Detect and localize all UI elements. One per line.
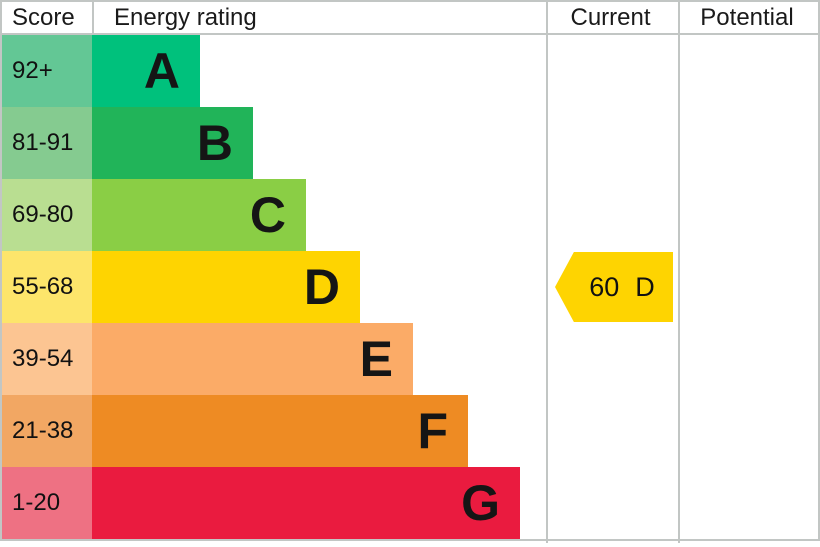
column-header-potential: Potential (700, 3, 794, 31)
column-header-energy-rating: Energy rating (92, 2, 545, 33)
score-range-d: 55-68 (2, 251, 92, 323)
current-rating-score: 60 (589, 271, 620, 302)
current-rating-band: D (635, 271, 655, 302)
score-range-f: 21-38 (2, 395, 92, 467)
band-bar-d: D (92, 251, 360, 323)
score-range-g: 1-20 (2, 467, 92, 539)
band-bar-g: G (92, 467, 520, 539)
band-bar-a: A (92, 35, 200, 107)
band-letter-e: E (359, 331, 393, 387)
band-row-b: 81-91 B (2, 107, 818, 179)
column-header-current: Current (570, 3, 651, 31)
band-letter-a: A (143, 43, 180, 99)
band-letter-c: C (249, 187, 286, 243)
score-range-e: 39-54 (2, 323, 92, 395)
column-header-score: Score (12, 3, 75, 31)
score-range-b: 81-91 (2, 107, 92, 179)
band-rows: 92+ A 81-91 B 69-80 C 55-68 D 39-54 E 21… (2, 35, 818, 539)
band-row-d: 55-68 D (2, 251, 818, 323)
band-letter-b: B (196, 115, 233, 171)
table-header-row: Score Energy rating Current Potential (2, 2, 818, 35)
score-range-c: 69-80 (2, 179, 92, 251)
band-row-a: 92+ A (2, 35, 818, 107)
band-row-g: 1-20 G (2, 467, 818, 539)
band-bar-c: C (92, 179, 306, 251)
band-row-e: 39-54 E (2, 323, 818, 395)
band-bar-b: B (92, 107, 253, 179)
column-divider-potential (678, 2, 680, 543)
band-letter-g: G (461, 475, 500, 531)
current-rating-marker: 60 D (555, 252, 673, 322)
band-bar-e: E (92, 323, 413, 395)
band-letter-d: D (303, 259, 340, 315)
score-range-a: 92+ (2, 35, 92, 107)
band-row-c: 69-80 C (2, 179, 818, 251)
band-row-f: 21-38 F (2, 395, 818, 467)
column-divider-current (546, 2, 548, 543)
band-bar-f: F (92, 395, 468, 467)
band-letter-f: F (417, 403, 448, 459)
